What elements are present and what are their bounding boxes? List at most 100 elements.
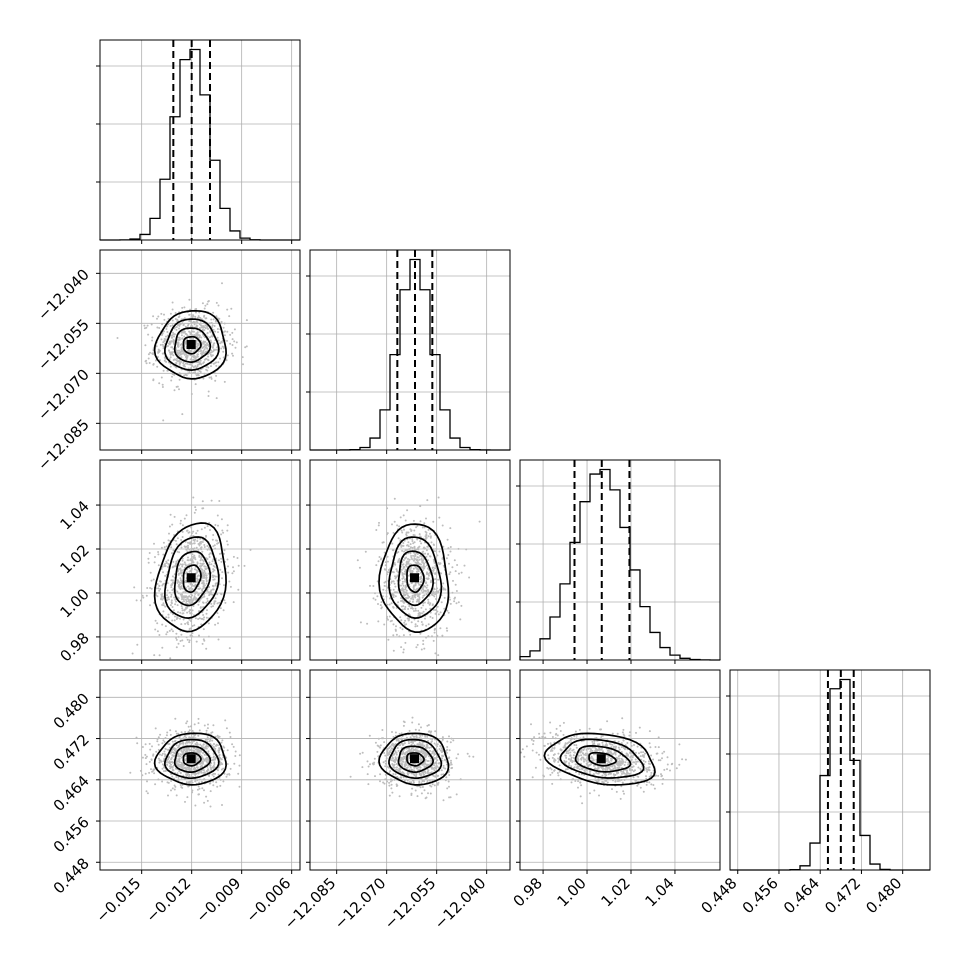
sample-point: [179, 611, 182, 614]
sample-point: [194, 737, 197, 740]
sample-point: [200, 617, 203, 620]
sample-point: [173, 784, 176, 787]
sample-point: [178, 736, 181, 739]
sample-point: [379, 773, 382, 776]
sample-point: [374, 775, 376, 778]
sample-point: [401, 600, 404, 603]
sample-point: [198, 543, 201, 546]
sample-point: [448, 562, 450, 565]
sample-point: [421, 551, 424, 554]
sample-point: [591, 746, 594, 749]
sample-point: [167, 794, 169, 797]
sample-point: [189, 634, 192, 637]
sample-point: [187, 556, 189, 559]
sample-point: [394, 731, 397, 734]
sample-point: [195, 569, 198, 572]
sample-point: [431, 594, 434, 597]
sample-point: [181, 607, 184, 610]
sample-point: [205, 574, 208, 577]
sample-point: [165, 545, 168, 548]
sample-point: [395, 633, 398, 636]
axes-frame: [309, 249, 511, 451]
sample-point: [186, 362, 189, 365]
sample-point: [443, 596, 446, 599]
sample-point: [226, 354, 229, 357]
sample-point: [193, 323, 196, 326]
sample-point: [171, 769, 174, 772]
sample-point: [407, 594, 409, 597]
sample-point: [161, 767, 164, 770]
sample-point: [434, 609, 437, 611]
y-tick-label: 0.448: [50, 854, 93, 897]
sample-point: [222, 356, 225, 359]
sample-point: [170, 586, 173, 589]
sample-point: [418, 598, 421, 601]
sample-point: [182, 361, 185, 364]
sample-point: [220, 768, 223, 771]
sample-point: [199, 743, 202, 746]
sample-point: [377, 755, 380, 758]
sample-point: [356, 559, 359, 562]
sample-point: [400, 529, 403, 532]
sample-point: [185, 748, 188, 751]
sample-point: [424, 751, 426, 754]
sample-point: [402, 634, 405, 637]
sample-point: [413, 766, 416, 769]
sample-point: [212, 570, 215, 573]
sample-point: [466, 752, 469, 755]
sample-point: [388, 615, 391, 618]
contour-line: [153, 522, 227, 633]
sample-point: [205, 743, 208, 746]
sample-point: [419, 505, 422, 508]
sample-point: [153, 542, 155, 545]
sample-point: [214, 600, 217, 603]
sample-point: [601, 744, 604, 747]
sample-point: [420, 648, 423, 651]
sample-point: [146, 587, 149, 589]
sample-point: [448, 573, 451, 576]
sample-point: [180, 343, 183, 345]
sample-point: [157, 778, 160, 781]
sample-point: [427, 755, 430, 758]
sample-point: [173, 335, 175, 338]
sample-point: [387, 569, 390, 571]
sample-point: [366, 773, 369, 776]
sample-point: [165, 360, 168, 363]
sample-point: [191, 791, 194, 794]
sample-point: [423, 765, 426, 768]
sample-point: [201, 574, 204, 577]
sample-point: [435, 591, 438, 593]
sample-point: [457, 601, 460, 604]
sample-point: [202, 507, 205, 510]
sample-point: [180, 756, 183, 759]
sample-point: [175, 560, 178, 563]
sample-point: [167, 761, 170, 764]
sample-point: [154, 359, 157, 362]
sample-point: [181, 598, 183, 601]
sample-point: [420, 589, 423, 592]
sample-point: [181, 337, 184, 340]
sample-point: [203, 546, 206, 548]
sample-point: [157, 757, 160, 760]
sample-point: [410, 792, 413, 795]
sample-point: [406, 548, 409, 551]
sample-point: [385, 589, 388, 592]
sample-point: [182, 324, 185, 326]
sample-point: [445, 627, 448, 630]
sample-point: [570, 781, 573, 784]
sample-point: [187, 785, 190, 788]
sample-point: [139, 599, 142, 602]
sample-point: [159, 753, 161, 756]
sample-point: [189, 725, 192, 728]
sample-point: [180, 605, 183, 608]
sample-point: [389, 620, 392, 623]
sample-point: [437, 781, 440, 784]
sample-point: [219, 342, 222, 345]
sample-point: [555, 727, 558, 730]
sample-point: [588, 792, 591, 795]
sample-point: [413, 763, 416, 766]
sample-point: [204, 304, 207, 307]
sample-point: [207, 768, 210, 771]
sample-point: [214, 547, 217, 550]
sample-point: [418, 772, 421, 775]
